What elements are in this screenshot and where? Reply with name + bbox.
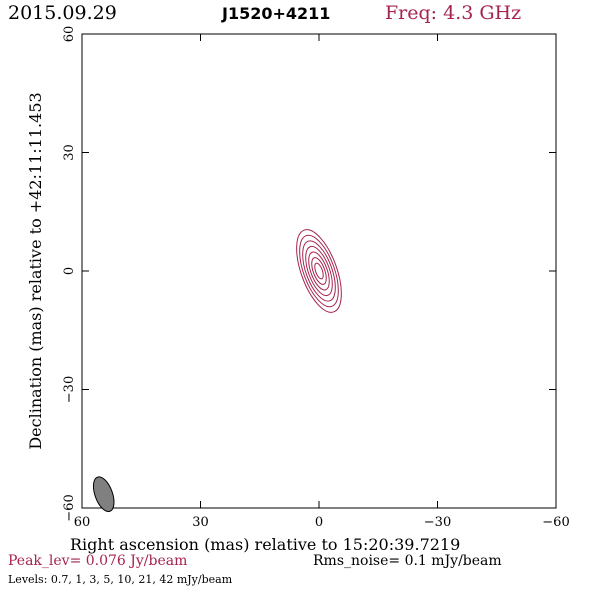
frequency-label: Freq: 4.3 GHz [385, 2, 522, 24]
beam-shape [92, 476, 115, 513]
peak-level: Peak_lev= 0.076 Jy/beam [8, 553, 188, 569]
source-name: J1520+4211 [222, 4, 331, 23]
observation-date: 2015.09.29 [8, 2, 117, 24]
y-tick-label: 30 [62, 144, 77, 161]
x-tick-label: 60 [74, 515, 91, 530]
contour-level [299, 234, 339, 308]
rms-noise: Rms_noise= 0.1 mJy/beam [313, 553, 502, 569]
y-axis-label: Declination (mas) relative to +42:11:11.… [26, 92, 45, 449]
contour-levels: Levels: 0.7, 1, 3, 5, 10, 21, 42 mJy/bea… [8, 573, 233, 586]
contour-level [305, 245, 333, 297]
source-contours [296, 229, 342, 313]
contour-level [302, 240, 336, 302]
y-tick-label: −60 [62, 494, 77, 521]
axis-ticks: 60 30 0 −30 −60 −60 −30 0 30 60 [62, 26, 570, 530]
x-tick-label: −30 [424, 515, 451, 530]
y-tick-label: −30 [62, 376, 77, 403]
contour-level [296, 229, 342, 313]
y-tick-label: 0 [62, 267, 77, 275]
contour-level [314, 262, 324, 280]
beam-ellipse [92, 476, 115, 513]
y-tick-label: 60 [62, 26, 77, 43]
x-axis-label: Right ascension (mas) relative to 15:20:… [70, 535, 461, 554]
x-tick-label: 0 [315, 515, 323, 530]
plot-frame [81, 33, 557, 509]
x-tick-label: −60 [542, 515, 569, 530]
x-tick-label: 30 [192, 515, 209, 530]
contour-level [308, 251, 330, 291]
contour-level [311, 257, 327, 285]
